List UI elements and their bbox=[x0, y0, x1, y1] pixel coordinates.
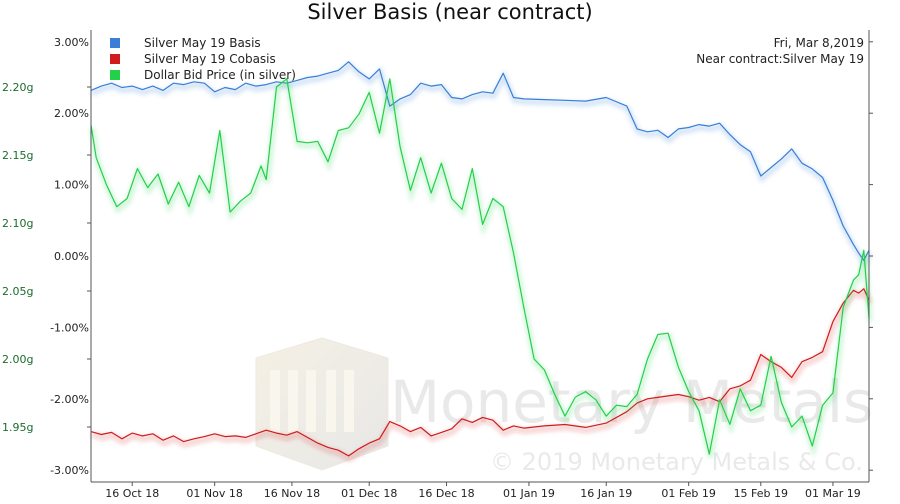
info-box: Fri, Mar 8,2019 Near contract:Silver May… bbox=[696, 36, 864, 66]
series-shadow-2 bbox=[89, 77, 873, 458]
series-shadow-0 bbox=[91, 61, 873, 269]
x-tick-label: 15 Feb 19 bbox=[734, 487, 788, 500]
x-tick-label: 01 Feb 19 bbox=[661, 487, 715, 500]
y-right-tick-label: -1.00% bbox=[50, 321, 89, 334]
legend-swatch-cobasis bbox=[110, 54, 120, 64]
x-tick-label: 01 Dec 18 bbox=[341, 487, 397, 500]
y-left-tick-label: 2.10g bbox=[2, 217, 33, 230]
legend-swatch-basis bbox=[110, 38, 120, 48]
y-left-ticks: 1.95g 2.00g 2.05g 2.10g 2.15g 2.20g bbox=[2, 81, 91, 434]
info-date: Fri, Mar 8,2019 bbox=[774, 36, 864, 50]
plot-series bbox=[89, 61, 873, 462]
series-line-0 bbox=[90, 61, 870, 261]
y-left-tick-label: 1.95g bbox=[2, 421, 33, 434]
series-line-2 bbox=[90, 78, 870, 455]
watermark-logo-icon bbox=[255, 337, 389, 471]
series-line-1 bbox=[90, 288, 870, 457]
x-tick-label: 16 Dec 18 bbox=[418, 487, 474, 500]
y-left-tick-label: 2.20g bbox=[2, 81, 33, 94]
watermark-copyright: © 2019 Monetary Metals & Co. bbox=[490, 448, 863, 476]
legend: Silver May 19 Basis Silver May 19 Cobasi… bbox=[110, 36, 296, 82]
y-right-tick-label: 1.00% bbox=[54, 179, 89, 192]
legend-label-basis: Silver May 19 Basis bbox=[144, 36, 261, 50]
x-tick-label: 16 Nov 18 bbox=[264, 487, 320, 500]
x-tick-label: 01 Nov 18 bbox=[186, 487, 242, 500]
legend-label-dollar: Dollar Bid Price (in silver) bbox=[144, 68, 296, 82]
y-right-tick-label: 0.00% bbox=[54, 250, 89, 263]
x-tick-label: 01 Mar 19 bbox=[805, 487, 861, 500]
chart-title: Silver Basis (near contract) bbox=[307, 0, 592, 24]
x-tick-label: 16 Jan 19 bbox=[580, 487, 632, 500]
y-left-tick-label: 2.15g bbox=[2, 149, 33, 162]
info-contract: Near contract:Silver May 19 bbox=[696, 52, 864, 66]
x-tick-label: 01 Jan 19 bbox=[503, 487, 555, 500]
series-shadow-1 bbox=[91, 287, 873, 462]
legend-swatch-dollar bbox=[110, 70, 120, 80]
y-right-tick-label: -3.00% bbox=[50, 464, 89, 477]
y-right-ticks: -3.00% -2.00% -1.00% 0.00% 1.00% 2.00% 3.00% bbox=[50, 36, 873, 477]
legend-label-cobasis: Silver May 19 Cobasis bbox=[144, 52, 276, 66]
y-left-tick-label: 2.05g bbox=[2, 285, 33, 298]
y-right-tick-label: -2.00% bbox=[50, 393, 89, 406]
y-right-tick-label: 2.00% bbox=[54, 107, 89, 120]
x-tick-label: 16 Oct 18 bbox=[105, 487, 159, 500]
y-left-tick-label: 2.00g bbox=[2, 353, 33, 366]
y-right-tick-label: 3.00% bbox=[54, 36, 89, 49]
x-ticks: 16 Oct 18 01 Nov 18 16 Nov 18 01 Dec 18 16 D… bbox=[105, 482, 861, 500]
